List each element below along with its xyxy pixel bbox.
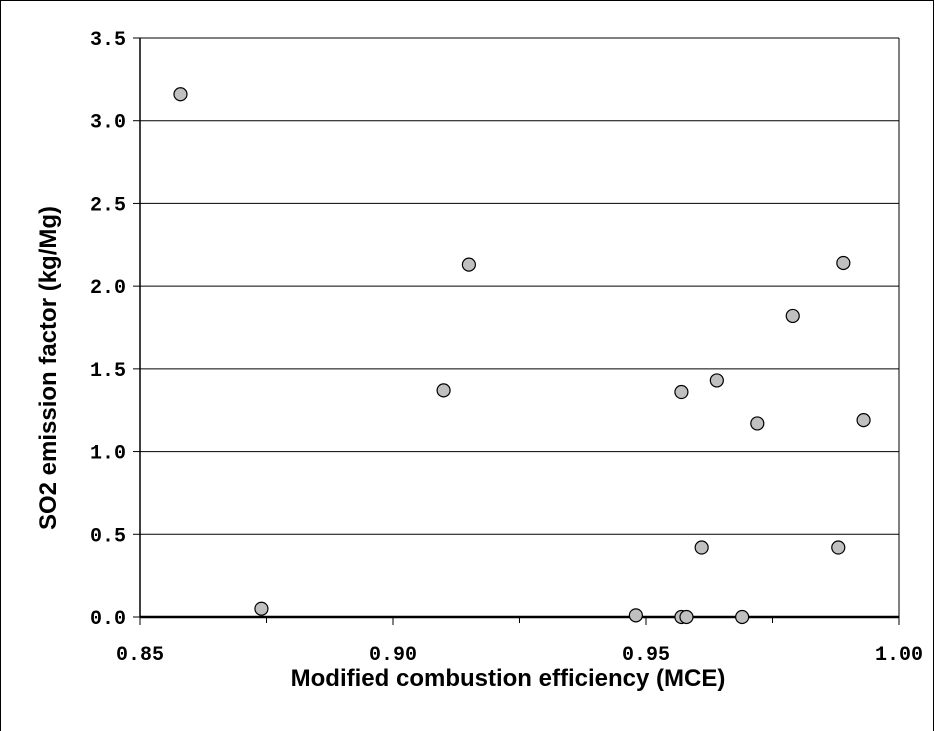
data-point xyxy=(785,308,800,324)
x-axis-title: Modified combustion efficiency (MCE) xyxy=(291,665,726,692)
x-axis-ticks: 0.85 0.90 0.95 1.00 xyxy=(116,617,923,667)
data-point xyxy=(254,601,269,616)
x-tick-label: 0.85 xyxy=(116,644,164,667)
y-tick-label: 3.0 xyxy=(90,112,126,135)
data-point xyxy=(461,257,476,272)
data-point xyxy=(836,255,851,271)
data-point xyxy=(735,609,750,625)
data-point xyxy=(674,384,689,400)
y-tick-label: 3.5 xyxy=(90,29,126,52)
data-point xyxy=(628,608,643,623)
x-tick-label: 0.95 xyxy=(622,644,670,667)
data-point xyxy=(679,609,694,625)
data-point xyxy=(694,540,709,555)
y-tick-label: 1.5 xyxy=(90,360,126,383)
x-tick-label: 0.90 xyxy=(369,644,417,667)
y-tick-label: 0.5 xyxy=(90,525,126,548)
data-point xyxy=(831,540,846,555)
data-points xyxy=(173,87,871,625)
y-axis-title: SO2 emission factor (kg/Mg) xyxy=(35,206,62,530)
y-axis-ticks: 0.0 0.5 1.0 1.5 2.0 2.5 3.0 3.5 xyxy=(90,29,140,631)
y-tick-label: 2.0 xyxy=(90,277,126,300)
data-point xyxy=(856,413,871,428)
y-tick-label: 0.0 xyxy=(90,608,126,631)
data-point xyxy=(709,373,724,388)
data-point xyxy=(750,416,765,431)
x-tick-label: 1.00 xyxy=(875,644,923,667)
y-tick-label: 1.0 xyxy=(90,443,126,466)
gridlines xyxy=(140,120,899,535)
axes xyxy=(139,37,900,619)
y-tick-label: 2.5 xyxy=(90,194,126,217)
data-point xyxy=(173,87,188,102)
data-point xyxy=(436,383,451,398)
